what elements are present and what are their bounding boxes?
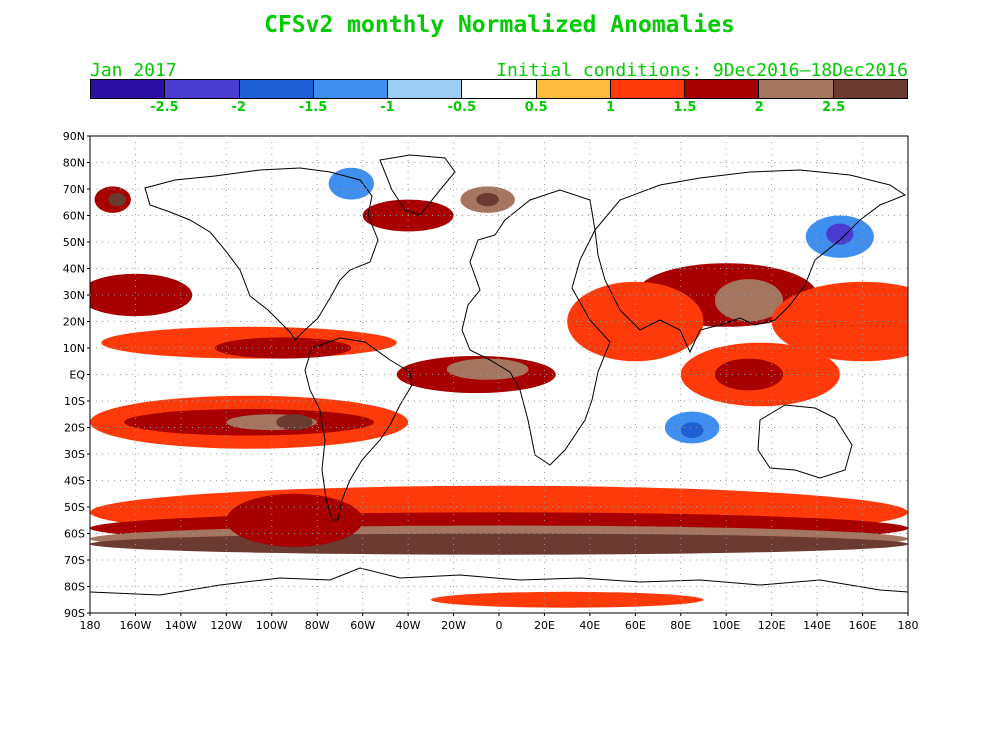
longitude-tick-label: 40W — [396, 619, 421, 632]
anomaly-region — [714, 279, 784, 322]
anomaly-region — [771, 281, 908, 362]
anomaly-region — [328, 167, 375, 200]
longitude-tick-label: 20W — [441, 619, 466, 632]
anomaly-region — [90, 136, 749, 163]
colorbar-swatch — [610, 80, 686, 98]
latitude-tick-label: 40S — [64, 475, 85, 488]
latitude-tick-label: 20N — [63, 316, 85, 329]
longitude-tick-label: 180 — [898, 619, 919, 632]
anomaly-region — [826, 223, 854, 245]
antarctica-coast — [90, 567, 908, 596]
colorbar-swatch — [91, 80, 166, 98]
greenland-coast — [379, 154, 456, 216]
colorbar-swatch — [462, 80, 537, 98]
latitude-tick-label: 50S — [64, 501, 85, 514]
longitude-tick-label: 120E — [758, 619, 786, 632]
anomaly-region — [714, 358, 784, 391]
colorbar-swatch — [388, 80, 463, 98]
longitude-tick-label: 160W — [120, 619, 152, 632]
anomaly-region — [108, 192, 127, 207]
australia-coast — [757, 404, 853, 479]
colorbar-swatch — [759, 80, 834, 98]
initial-conditions-label: Initial conditions: 9Dec2016–18Dec2016 — [496, 60, 908, 81]
anomaly-region — [430, 591, 704, 608]
latitude-tick-label: 50N — [63, 236, 85, 249]
asia-coast — [594, 169, 907, 354]
north-america-coast — [144, 167, 379, 341]
colorbar-tick-label: 2.5 — [822, 100, 846, 115]
europe-africa-coast — [461, 189, 611, 466]
anomaly-region — [476, 192, 499, 207]
latitude-tick-label: 70S — [64, 554, 85, 567]
colorbar-swatch — [165, 80, 240, 98]
colorbar-tick-label: 0.5 — [524, 100, 548, 115]
latitude-tick-label: 30S — [64, 448, 85, 461]
colorbar-tick-label: 1 — [606, 100, 616, 115]
colorbar-tick-label: -0.5 — [447, 100, 477, 115]
latitude-tick-label: 80N — [63, 157, 85, 170]
colorbar-tick-label: 2 — [754, 100, 764, 115]
longitude-tick-label: 160E — [849, 619, 877, 632]
latitude-tick-label: 90S — [64, 607, 85, 620]
longitude-tick-label: 120W — [210, 619, 242, 632]
colorbar-swatch — [239, 80, 314, 98]
colorbar-tick-label: -2.5 — [150, 100, 179, 115]
coastlines — [90, 154, 908, 596]
anomaly-region — [567, 281, 704, 362]
colorbar — [90, 79, 908, 99]
latitude-tick-label: EQ — [69, 369, 85, 382]
latitude-tick-label: 60N — [63, 210, 85, 223]
anomaly-region — [680, 422, 704, 439]
colorbar-tick-label: -1 — [380, 100, 395, 115]
colorbar-swatch — [313, 80, 389, 98]
latitude-tick-label: 90N — [63, 130, 85, 143]
anomaly-region — [446, 358, 529, 380]
latitude-tick-label: 30N — [63, 289, 85, 302]
anomaly-region — [214, 337, 352, 359]
latitude-tick-label: 40N — [63, 263, 85, 276]
longitude-tick-label: 100E — [712, 619, 740, 632]
colorbar-swatch — [685, 80, 760, 98]
longitude-tick-label: 0 — [496, 619, 503, 632]
colorbar-swatch — [536, 80, 611, 98]
south-america-coast — [304, 337, 413, 521]
anomaly-region — [226, 493, 363, 547]
longitude-tick-label: 80W — [305, 619, 330, 632]
longitude-tick-label: 180 — [80, 619, 101, 632]
longitude-tick-label: 20E — [534, 619, 555, 632]
latitude-tick-label: 10N — [63, 342, 85, 355]
latitude-tick-label: 70N — [63, 183, 85, 196]
colorbar-tick-labels: -2.5 -2 -1.5 -1 -0.5 0.5 1 1.5 2 2.5 — [90, 100, 908, 118]
colorbar-tick-label: -2 — [231, 100, 246, 115]
longitude-tick-label: 60W — [350, 619, 375, 632]
longitude-tick-label: 60E — [625, 619, 646, 632]
month-label: Jan 2017 — [90, 60, 177, 81]
chart-title: CFSv2 monthly Normalized Anomalies — [264, 12, 735, 38]
latitude-tick-label: 60S — [64, 528, 85, 541]
longitude-tick-label: 40E — [579, 619, 600, 632]
latitude-tick-label: 10S — [64, 395, 85, 408]
anomaly-region — [276, 414, 313, 431]
longitude-tick-label: 140E — [803, 619, 831, 632]
longitude-tick-label: 140W — [165, 619, 197, 632]
colorbar-tick-label: -1.5 — [298, 100, 328, 115]
latitude-tick-label: 20S — [64, 422, 85, 435]
longitude-axis: 180 160W 140W 120W 100W 80W 60W 40W 20W 0 20E 40E 60… — [80, 136, 919, 632]
latitude-tick-label: 80S — [64, 581, 85, 594]
anomaly-region — [90, 273, 193, 317]
longitude-tick-label: 100W — [256, 619, 288, 632]
colorbar-tick-label: 1.5 — [673, 100, 697, 115]
colorbar-swatch — [833, 80, 907, 98]
longitude-tick-label: 80E — [670, 619, 691, 632]
